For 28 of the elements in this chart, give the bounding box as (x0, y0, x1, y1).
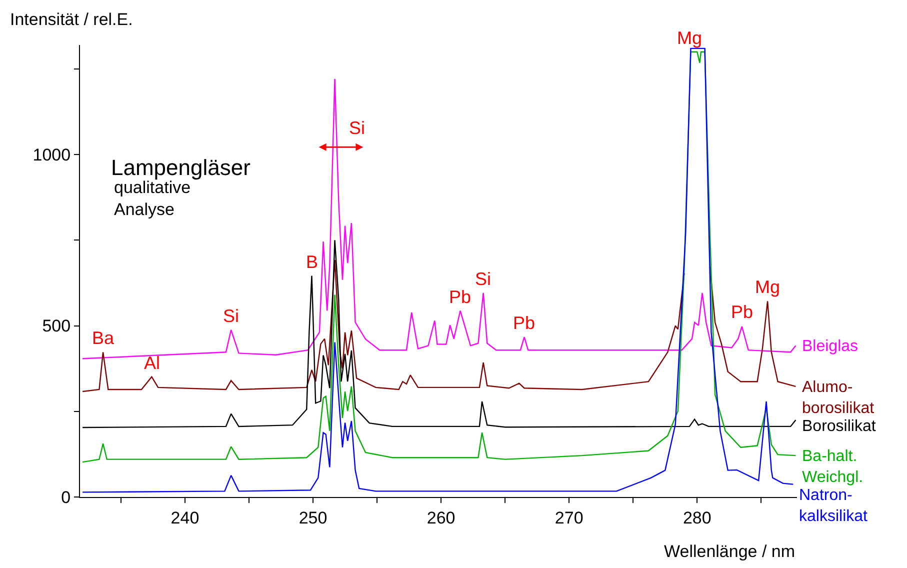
x-tick-label: 280 (682, 508, 712, 528)
annotation: Ba (92, 328, 116, 348)
y-tick-label: 1000 (32, 146, 71, 165)
x-tick-label: 240 (170, 508, 200, 528)
annotation: Si (349, 118, 366, 138)
annotation: Pb (731, 302, 754, 322)
x-tick-label: 270 (554, 508, 584, 528)
x-axis-title: Wellenlänge / nm (664, 542, 796, 561)
series-label: Natron- kalksilikat (799, 487, 868, 525)
y-tick-label: 500 (42, 316, 71, 336)
annotation: Mg (677, 28, 702, 48)
x-tick-label: 260 (426, 508, 456, 528)
annotation: B (306, 252, 318, 272)
series-label: Ba-halt. Weichgl. (802, 448, 864, 486)
annotation: Si (223, 306, 240, 326)
series-label: Alumo- borosilikat (802, 379, 875, 417)
line-series (82, 240, 796, 428)
x-tick-label: 250 (298, 508, 328, 528)
annotation: Pb (513, 313, 536, 333)
annotation: Pb (449, 287, 472, 307)
annotation: Si (475, 269, 492, 289)
annotation: Al (144, 353, 160, 373)
annotation: Mg (755, 277, 780, 297)
series-label: Bleiglas (802, 338, 858, 355)
series-label: Borosilikat (802, 418, 876, 435)
y-axis-title: Intensität / rel.E. (10, 10, 133, 29)
y-tick-label: 0 (61, 488, 71, 507)
annotation: Lampengläser (111, 155, 250, 180)
